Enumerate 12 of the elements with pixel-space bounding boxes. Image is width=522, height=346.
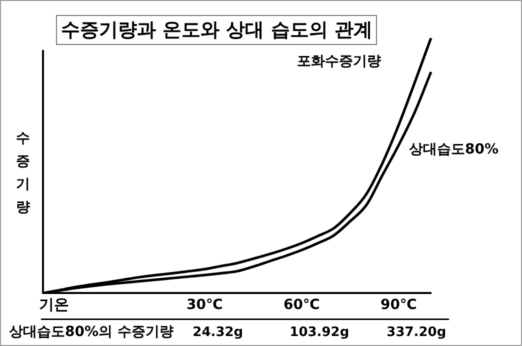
series-label: 상대습도80% — [409, 142, 499, 158]
x-tick-label: 60℃ — [283, 297, 320, 314]
text: 103.92g — [290, 325, 350, 340]
x-tick-label: 30℃ — [186, 297, 223, 314]
y-axis-title: 수증기량 — [16, 130, 30, 216]
text: 24.32g — [192, 325, 244, 340]
text: 337.20g — [386, 325, 446, 340]
text: 상대습도80%의 수증기량 — [9, 324, 174, 340]
text: 포화수증기량 — [297, 54, 381, 70]
chart-title: 수증기량과 온도와 상대 습도의 관계 — [56, 15, 378, 45]
x-tick-label: 90℃ — [380, 297, 417, 314]
x-axis-title: 기온 — [39, 296, 69, 314]
